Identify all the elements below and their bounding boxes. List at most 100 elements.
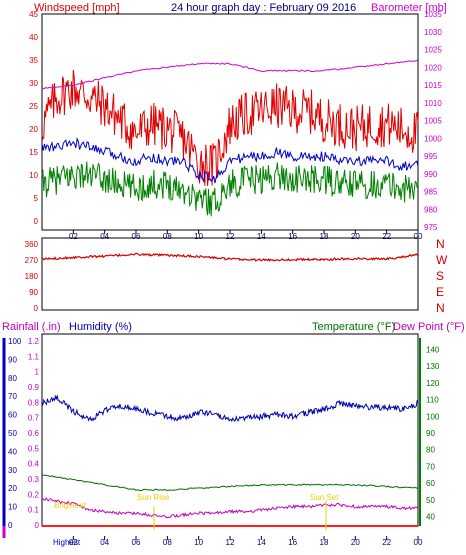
direction-panel-frame xyxy=(41,237,419,311)
humidity-tick-label: 80 xyxy=(8,374,17,383)
rainfall-tick-label: 0.8 xyxy=(28,398,40,407)
climate-x-tick-label: 10 xyxy=(194,538,203,547)
climate-x-tick-label: 20 xyxy=(351,538,360,547)
wind-x-tick-label: 14 xyxy=(257,232,266,241)
barometer-axis-label: Barometer [mb] xyxy=(371,2,447,14)
humidity-tick-label: 20 xyxy=(8,484,17,493)
humidity-tick-label: 30 xyxy=(8,466,17,475)
barometer-tick-label: 985 xyxy=(424,188,438,197)
compass-label: N xyxy=(436,237,445,251)
climate-series xyxy=(41,394,419,519)
barometer-line xyxy=(41,59,419,90)
temperature-tick-label: 70 xyxy=(426,462,435,471)
barometer-tick-label: 995 xyxy=(424,152,438,161)
climate-x-tick-label: 16 xyxy=(288,538,297,547)
wind-x-tick-label: 12 xyxy=(226,232,235,241)
wind-x-tick-label: 04 xyxy=(100,232,109,241)
direction-degree-tick-label: 180 xyxy=(25,272,39,281)
wind-x-tick-label: 02 xyxy=(69,232,78,241)
temperature-tick-label: 90 xyxy=(426,429,435,438)
direction-series xyxy=(41,252,419,262)
rainfall-tick-label: 0.9 xyxy=(28,383,40,392)
rainfall-tick-label: 0.6 xyxy=(28,429,40,438)
windspeed-tick-label: 10 xyxy=(29,171,38,180)
humidity-tick-label: 50 xyxy=(8,429,17,438)
direction-degree-tick-label: 360 xyxy=(25,240,39,249)
temperature-axis-label: Temperature (°F) xyxy=(312,321,395,333)
windspeed-tick-label: 30 xyxy=(29,79,38,88)
humidity-line xyxy=(41,394,419,423)
compass-label: N xyxy=(436,301,445,315)
barometer-tick-label: 1020 xyxy=(424,63,442,72)
temperature-tick-label: 140 xyxy=(426,345,440,354)
barometer-tick-label: 1030 xyxy=(424,28,442,37)
windspeed-tick-labels: 0 5 10 15 20 25 30 35 40 45 xyxy=(29,10,38,226)
climate-x-tick-label: 02 xyxy=(69,538,78,547)
climate-x-tick-label: 06 xyxy=(132,538,141,547)
barometer-tick-label: 980 xyxy=(424,205,438,214)
temperature-tick-label: 60 xyxy=(426,479,435,488)
climate-x-tick-labels: 02 04 06 08 10 12 14 16 18 20 22 00 xyxy=(69,536,423,547)
rainfall-tick-label: 1 xyxy=(35,368,40,377)
graph-title: 24 hour graph day : February 09 2016 xyxy=(171,2,356,14)
windspeed-tick-label: 25 xyxy=(29,102,38,111)
wind-x-tick-label: 20 xyxy=(351,232,360,241)
wind-x-tick-label: 22 xyxy=(382,232,391,241)
temperature-tick-label: 50 xyxy=(426,496,435,505)
climate-panel-frame xyxy=(41,333,419,527)
windspeed-tick-label: 5 xyxy=(34,194,39,203)
windspeed-tick-label: 0 xyxy=(34,217,39,226)
windspeed-axis-label: Windspeed [mph] xyxy=(34,2,120,14)
climate-x-tick-label: 00 xyxy=(414,538,423,547)
rainfall-tick-label: 0.5 xyxy=(28,444,40,453)
barometer-tick-label: 1035 xyxy=(424,10,442,19)
temperature-tick-labels: 40 50 60 70 80 90 100 110 120 130 140 xyxy=(426,345,440,521)
wind-panel-x-tick-labels: 02 04 06 08 10 12 14 16 18 20 22 00 xyxy=(69,230,423,241)
windspeed-tick-label: 35 xyxy=(29,56,38,65)
rainfall-tick-label: 0 xyxy=(35,521,40,530)
barometer-tick-label: 1025 xyxy=(424,46,442,55)
temperature-tick-label: 100 xyxy=(426,412,440,421)
compass-label: W xyxy=(436,253,448,267)
wind-x-tick-label: 00 xyxy=(414,232,423,241)
humidity-tick-labels: 0 10 20 30 40 50 60 70 80 90 100 xyxy=(8,337,22,530)
barometer-tick-label: 1010 xyxy=(424,99,442,108)
rainfall-tick-label: 0.2 xyxy=(28,490,40,499)
wind-x-tick-label: 16 xyxy=(288,232,297,241)
climate-x-tick-label: 22 xyxy=(382,538,391,547)
barometer-tick-labels: 975 980 985 990 995 1000 1005 1010 1015 1020 1025 1… xyxy=(424,10,442,232)
wind-gust-line xyxy=(41,69,419,186)
rainfall-tick-label: 1.2 xyxy=(28,337,40,346)
wind-low-line xyxy=(41,161,419,217)
humidity-tick-label: 90 xyxy=(8,355,17,364)
barometer-tick-label: 990 xyxy=(424,170,438,179)
barometer-tick-label: 975 xyxy=(424,223,438,232)
rainfall-tick-label: 0.4 xyxy=(28,460,40,469)
compass-label: S xyxy=(436,269,444,283)
temperature-tick-label: 120 xyxy=(426,379,440,388)
windspeed-tick-label: 45 xyxy=(29,10,38,19)
wind-panel-series xyxy=(41,59,419,217)
humidity-axis-label: Humidity (%) xyxy=(69,321,132,333)
dew-point-axis-label: Dew Point (°F) xyxy=(393,321,465,333)
barometer-tick-label: 1015 xyxy=(424,81,442,90)
humidity-tick-label: 60 xyxy=(8,411,17,420)
direction-degree-tick-label: 90 xyxy=(29,288,38,297)
direction-degree-tick-labels: 0 90 180 270 360 xyxy=(25,240,39,313)
rainfall-tick-label: 0.1 xyxy=(28,506,40,515)
rainfall-tick-label: 1.1 xyxy=(28,352,40,361)
temperature-line xyxy=(41,474,419,492)
rainfall-axis-label: Rainfall (.in) xyxy=(2,321,61,333)
humidity-tick-label: 40 xyxy=(8,447,17,456)
humidity-tick-label: 70 xyxy=(8,392,17,401)
dew-point-line xyxy=(41,497,419,519)
wind-x-tick-label: 06 xyxy=(132,232,141,241)
wind-direction-line xyxy=(41,252,419,262)
climate-x-tick-label: 12 xyxy=(226,538,235,547)
humidity-tick-label: 100 xyxy=(8,337,22,346)
rainfall-tick-label: 0.7 xyxy=(28,414,40,423)
brightest-annotation: Brightest xyxy=(54,501,86,510)
